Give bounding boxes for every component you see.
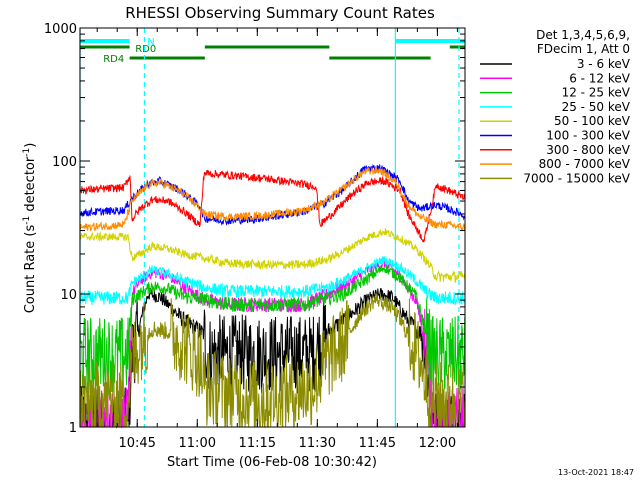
x-axis-ticks: 10:45 11:00 11:15 11:30 11:45 12:00 <box>96 28 458 451</box>
flag-label: RD4 <box>103 54 124 65</box>
legend-entry-label: 12 - 25 keV <box>562 86 631 100</box>
series-line <box>79 166 466 232</box>
x-tick-label: 11:00 <box>179 436 216 451</box>
plot-frame <box>79 27 466 428</box>
legend-entry-label: 50 - 100 keV <box>554 114 631 128</box>
y-tick-label: 1 <box>69 421 77 436</box>
y-tick-label: 10 <box>60 288 77 303</box>
x-tick-label: 11:45 <box>359 436 396 451</box>
chart-title: RHESSI Observing Summary Count Rates <box>125 4 435 22</box>
y-tick-label: 100 <box>52 155 77 170</box>
y-tick-label: 1000 <box>44 22 77 37</box>
x-tick-label: 11:15 <box>239 436 276 451</box>
legend-header-line1: Det 1,3,4,5,6,9, <box>536 28 630 42</box>
legend-entry-label: 6 - 12 keV <box>569 71 631 85</box>
legend-entry-label: 25 - 50 keV <box>562 100 631 114</box>
x-tick-label: 12:00 <box>419 436 456 451</box>
series-line <box>79 255 466 306</box>
footer-date: 13-Oct-2021 18:47 <box>558 468 634 477</box>
flag-label: N <box>147 37 154 48</box>
legend-entry-label: 300 - 800 keV <box>546 143 630 157</box>
y-axis-label: Count Rate (s-1 detector-1) <box>22 143 38 314</box>
x-tick-label: 10:45 <box>118 436 155 451</box>
flag-label: RD0 <box>135 44 156 55</box>
legend-entry-label: 7000 - 15000 keV <box>523 171 630 185</box>
legend-entry-label: 800 - 7000 keV <box>539 157 631 171</box>
series-lines <box>79 163 466 429</box>
series-line <box>79 292 466 429</box>
series-line <box>79 228 466 284</box>
legend: Det 1,3,4,5,6,9, FDecim 1, Att 0 3 - 6 k… <box>480 28 631 185</box>
legend-header-line2: FDecim 1, Att 0 <box>537 42 630 56</box>
x-axis-label: Start Time (06-Feb-08 10:30:42) <box>167 455 377 470</box>
legend-entry-label: 100 - 300 keV <box>546 129 630 143</box>
y-axis-ticks: 1 10 100 1000 <box>44 22 465 436</box>
series-line <box>79 169 466 243</box>
x-tick-label: 11:30 <box>299 436 336 451</box>
series-line <box>79 264 466 396</box>
legend-entry-label: 3 - 6 keV <box>577 57 631 71</box>
